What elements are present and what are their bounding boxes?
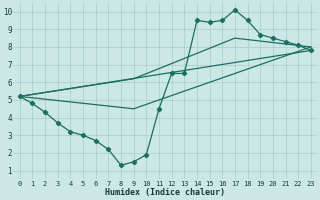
X-axis label: Humidex (Indice chaleur): Humidex (Indice chaleur) — [105, 188, 225, 197]
